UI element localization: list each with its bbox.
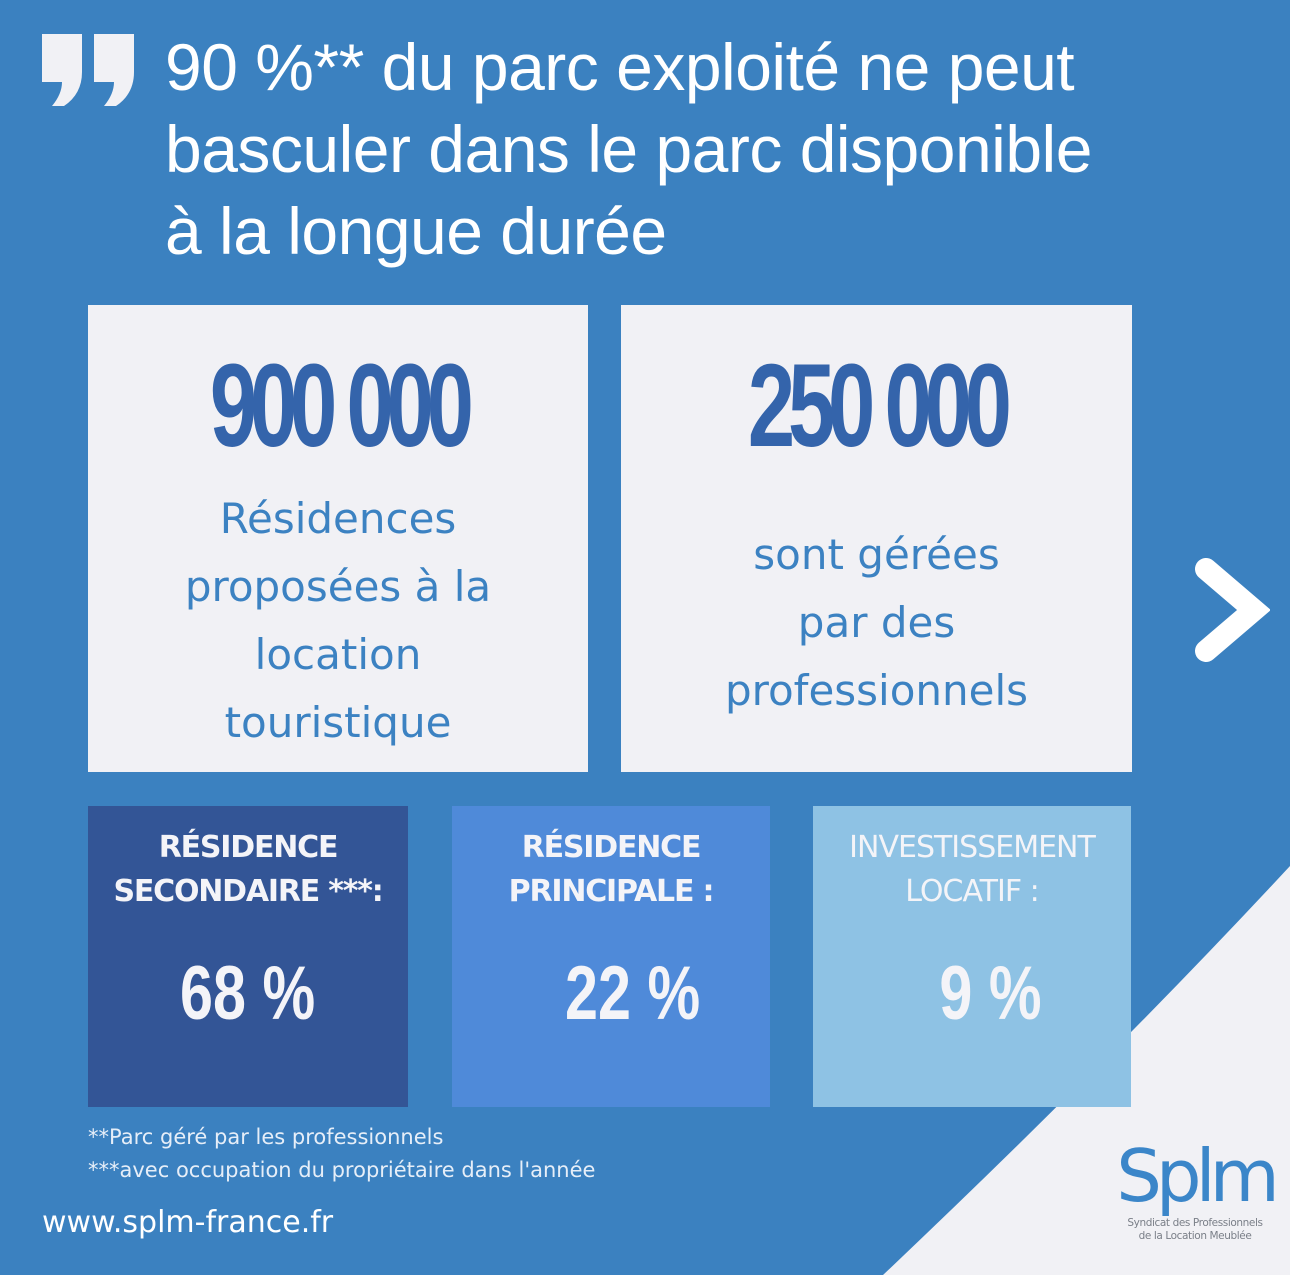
logo-subtitle: de la Location Meublée bbox=[1138, 1230, 1252, 1242]
chevron-right-icon bbox=[1195, 558, 1271, 662]
footnote: **Parc géré par les professionnels bbox=[88, 1125, 444, 1149]
stat-card-residences: 900 000 Résidences proposées à la locati… bbox=[88, 305, 588, 772]
logo-subtitle: Syndicat des Professionnels bbox=[1127, 1217, 1263, 1229]
card-description: Résidences proposées à la location touri… bbox=[184, 494, 492, 747]
headline: 90 %** du parc exploité ne peut basculer… bbox=[165, 26, 1265, 272]
big-number: 900 000 bbox=[209, 340, 474, 472]
footnote: ***avec occupation du propriétaire dans … bbox=[88, 1158, 596, 1182]
card-description: sont gérées par des professionnels bbox=[724, 530, 1029, 715]
next-slide-button[interactable] bbox=[1192, 555, 1271, 665]
stat-card-professionals: 250 000 sont gérées par des professionne… bbox=[621, 305, 1132, 772]
stat-residence-secondaire: RÉSIDENCE SECONDAIRE ***: 68 % bbox=[88, 806, 408, 1107]
stat-value: 22 % bbox=[565, 951, 701, 1036]
logo-mark: Splm bbox=[1116, 1134, 1280, 1218]
stat-residence-principale: RÉSIDENCE PRINCIPALE : 22 % bbox=[452, 806, 770, 1107]
headline-line: basculer dans le parc disponible bbox=[165, 112, 1092, 186]
stat-label: RÉSIDENCE SECONDAIRE ***: bbox=[113, 830, 383, 909]
big-number: 250 000 bbox=[748, 340, 1012, 472]
headline-line: à la longue durée bbox=[165, 194, 667, 268]
stat-label: RÉSIDENCE PRINCIPALE : bbox=[508, 830, 715, 909]
footnotes: **Parc géré par les professionnels ***av… bbox=[88, 1121, 595, 1187]
stat-value: 9 % bbox=[938, 951, 1042, 1036]
website-link[interactable]: www.splm-france.fr bbox=[42, 1205, 334, 1240]
headline-line: 90 %** du parc exploité ne peut bbox=[165, 30, 1075, 104]
stat-investissement-locatif: INVESTISSEMENT LOCATIF : 9 % bbox=[813, 806, 1131, 1107]
stat-label: INVESTISSEMENT LOCATIF : bbox=[849, 830, 1096, 909]
stat-value: 68 % bbox=[180, 951, 316, 1036]
closing-quote-icon bbox=[42, 34, 134, 106]
splm-logo: Splm Syndicat des Professionnels de la L… bbox=[1110, 1135, 1280, 1243]
